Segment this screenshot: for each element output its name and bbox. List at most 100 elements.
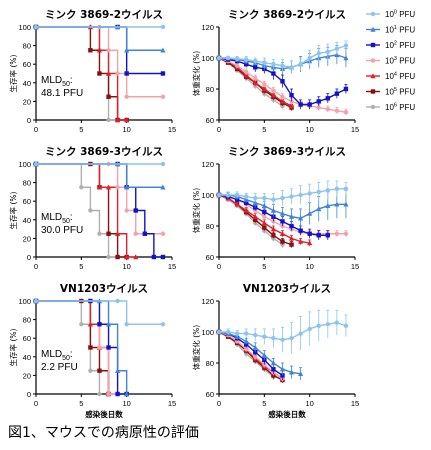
x-tick-label: 10: [122, 262, 130, 271]
data-point: [124, 254, 130, 260]
data-point: [334, 186, 340, 191]
data-point: [133, 254, 139, 260]
y-tick-label: 100: [18, 297, 31, 306]
data-point: [280, 219, 285, 224]
data-point: [79, 185, 84, 190]
data-point: [298, 371, 304, 377]
data-point: [307, 55, 312, 61]
x-tick-label: 10: [305, 399, 313, 408]
data-point: [262, 357, 267, 363]
data-point: [160, 24, 166, 30]
data-point: [160, 47, 166, 53]
data-point: [234, 63, 240, 68]
series-dose-3: [216, 55, 349, 116]
x-tick-label: 15: [351, 399, 359, 408]
chart-4: ミンク 3869-3ウイルス 60 80 100 120 0 5 10 15 体重変化 (%): [191, 146, 359, 271]
data-point: [96, 47, 103, 53]
data-point: [106, 94, 111, 99]
x-tick-label: 0: [217, 399, 221, 408]
mld50-value: 2.2 PFU: [41, 362, 78, 373]
legend-marker: [370, 26, 376, 32]
series-line: [36, 163, 118, 258]
y-axis-label: 体重変化 (%): [191, 188, 201, 233]
y-tick-label: 100: [18, 23, 31, 32]
data-point: [298, 192, 303, 198]
data-point: [325, 322, 330, 327]
x-tick-label: 5: [79, 399, 83, 408]
data-point: [343, 201, 349, 207]
y-axis-label-group: 体重変化 (%): [191, 325, 201, 370]
data-point: [160, 161, 166, 167]
legend-marker: [370, 58, 376, 63]
data-point: [343, 323, 349, 328]
data-point: [325, 96, 330, 101]
data-point: [262, 60, 267, 65]
data-point: [334, 231, 340, 236]
data-point: [253, 349, 258, 355]
data-point: [270, 226, 276, 232]
legend-entry: 106 PFU: [366, 103, 415, 112]
data-point: [261, 86, 267, 92]
data-point: [87, 321, 93, 327]
y-tick-label: 100: [201, 191, 214, 200]
data-point: [280, 239, 285, 244]
y-tick-label: 80: [23, 42, 31, 51]
chart-title: VN1203ウイルス: [243, 283, 331, 295]
x-tick-label: 5: [262, 262, 266, 271]
data-point: [307, 240, 313, 246]
data-point: [279, 366, 286, 372]
data-point: [325, 188, 330, 193]
data-point: [279, 210, 286, 216]
figure-caption: 図1、マウスでの病原性の評価: [8, 425, 199, 441]
y-tick-label: 100: [201, 328, 214, 337]
data-point: [253, 75, 258, 81]
data-point: [160, 71, 166, 76]
x-tick-label: 10: [305, 125, 313, 134]
data-point: [105, 184, 112, 190]
data-point: [106, 391, 111, 397]
data-point: [325, 203, 331, 209]
chart-2: ミンク 3869-2ウイルス 60 80 100 120 0 5 10 15 体重変化 (%): [191, 9, 359, 134]
chart-title: ミンク 3869-2ウイルス: [228, 9, 346, 21]
data-point: [253, 65, 258, 70]
x-tick-label: 15: [351, 262, 359, 271]
data-point: [115, 117, 121, 123]
data-point: [253, 195, 258, 201]
data-point: [225, 192, 231, 198]
y-axis-label-group: 生存率 (%): [8, 55, 18, 93]
data-point: [343, 186, 349, 191]
y-tick-label: 100: [201, 54, 214, 63]
data-point: [325, 233, 330, 238]
x-tick-label: 15: [168, 262, 176, 271]
legend-label: 100 PFU: [385, 10, 415, 20]
series-line: [36, 300, 163, 325]
data-point: [271, 233, 276, 238]
data-point: [151, 254, 157, 260]
series-dose-0: [33, 24, 166, 30]
data-point: [316, 99, 321, 104]
data-point: [106, 231, 111, 236]
series-line: [36, 300, 118, 395]
data-point: [216, 329, 222, 335]
series-dose-4: [216, 192, 313, 247]
data-point: [244, 194, 249, 199]
data-point: [288, 369, 295, 375]
data-point: [96, 184, 103, 190]
data-point: [160, 231, 166, 236]
data-point: [289, 194, 294, 199]
data-point: [270, 360, 276, 366]
x-tick-label: 0: [34, 262, 38, 271]
legend-entry: 102 PFU: [366, 41, 415, 50]
data-point: [253, 58, 258, 64]
data-point: [307, 102, 312, 107]
data-point: [262, 214, 267, 219]
data-point: [261, 352, 267, 358]
legend-entry: 104 PFU: [366, 72, 415, 81]
mld50-label: MLD50:: [41, 349, 73, 362]
y-tick-label: 60: [23, 60, 31, 69]
data-point: [325, 49, 330, 54]
mld50-label: MLD50:: [41, 212, 73, 225]
data-point: [124, 184, 130, 190]
data-point: [316, 189, 321, 195]
